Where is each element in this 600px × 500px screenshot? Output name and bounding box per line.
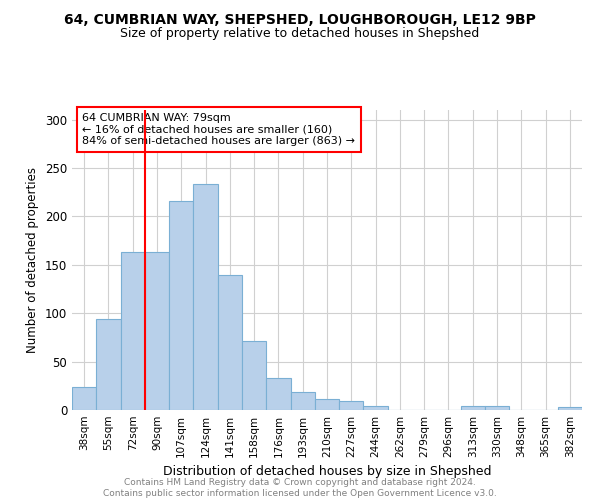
Text: Size of property relative to detached houses in Shepshed: Size of property relative to detached ho… [121, 28, 479, 40]
Bar [315, 400, 339, 410]
Text: 64, CUMBRIAN WAY, SHEPSHED, LOUGHBOROUGH, LE12 9BP: 64, CUMBRIAN WAY, SHEPSHED, LOUGHBOROUGH… [64, 12, 536, 26]
Bar [242, 342, 266, 410]
Bar [121, 252, 145, 410]
Text: Contains HM Land Registry data © Crown copyright and database right 2024.
Contai: Contains HM Land Registry data © Crown c… [103, 478, 497, 498]
Text: 64 CUMBRIAN WAY: 79sqm
← 16% of detached houses are smaller (160)
84% of semi-de: 64 CUMBRIAN WAY: 79sqm ← 16% of detached… [82, 113, 355, 146]
Bar [461, 406, 485, 410]
Bar [266, 378, 290, 410]
Bar [145, 252, 169, 410]
Bar [485, 406, 509, 410]
Bar [193, 184, 218, 410]
Y-axis label: Number of detached properties: Number of detached properties [26, 167, 40, 353]
Bar [169, 201, 193, 410]
X-axis label: Distribution of detached houses by size in Shepshed: Distribution of detached houses by size … [163, 466, 491, 478]
Bar [72, 387, 96, 410]
Bar [290, 392, 315, 410]
Bar [339, 402, 364, 410]
Bar [218, 274, 242, 410]
Bar [558, 407, 582, 410]
Bar [96, 319, 121, 410]
Bar [364, 406, 388, 410]
